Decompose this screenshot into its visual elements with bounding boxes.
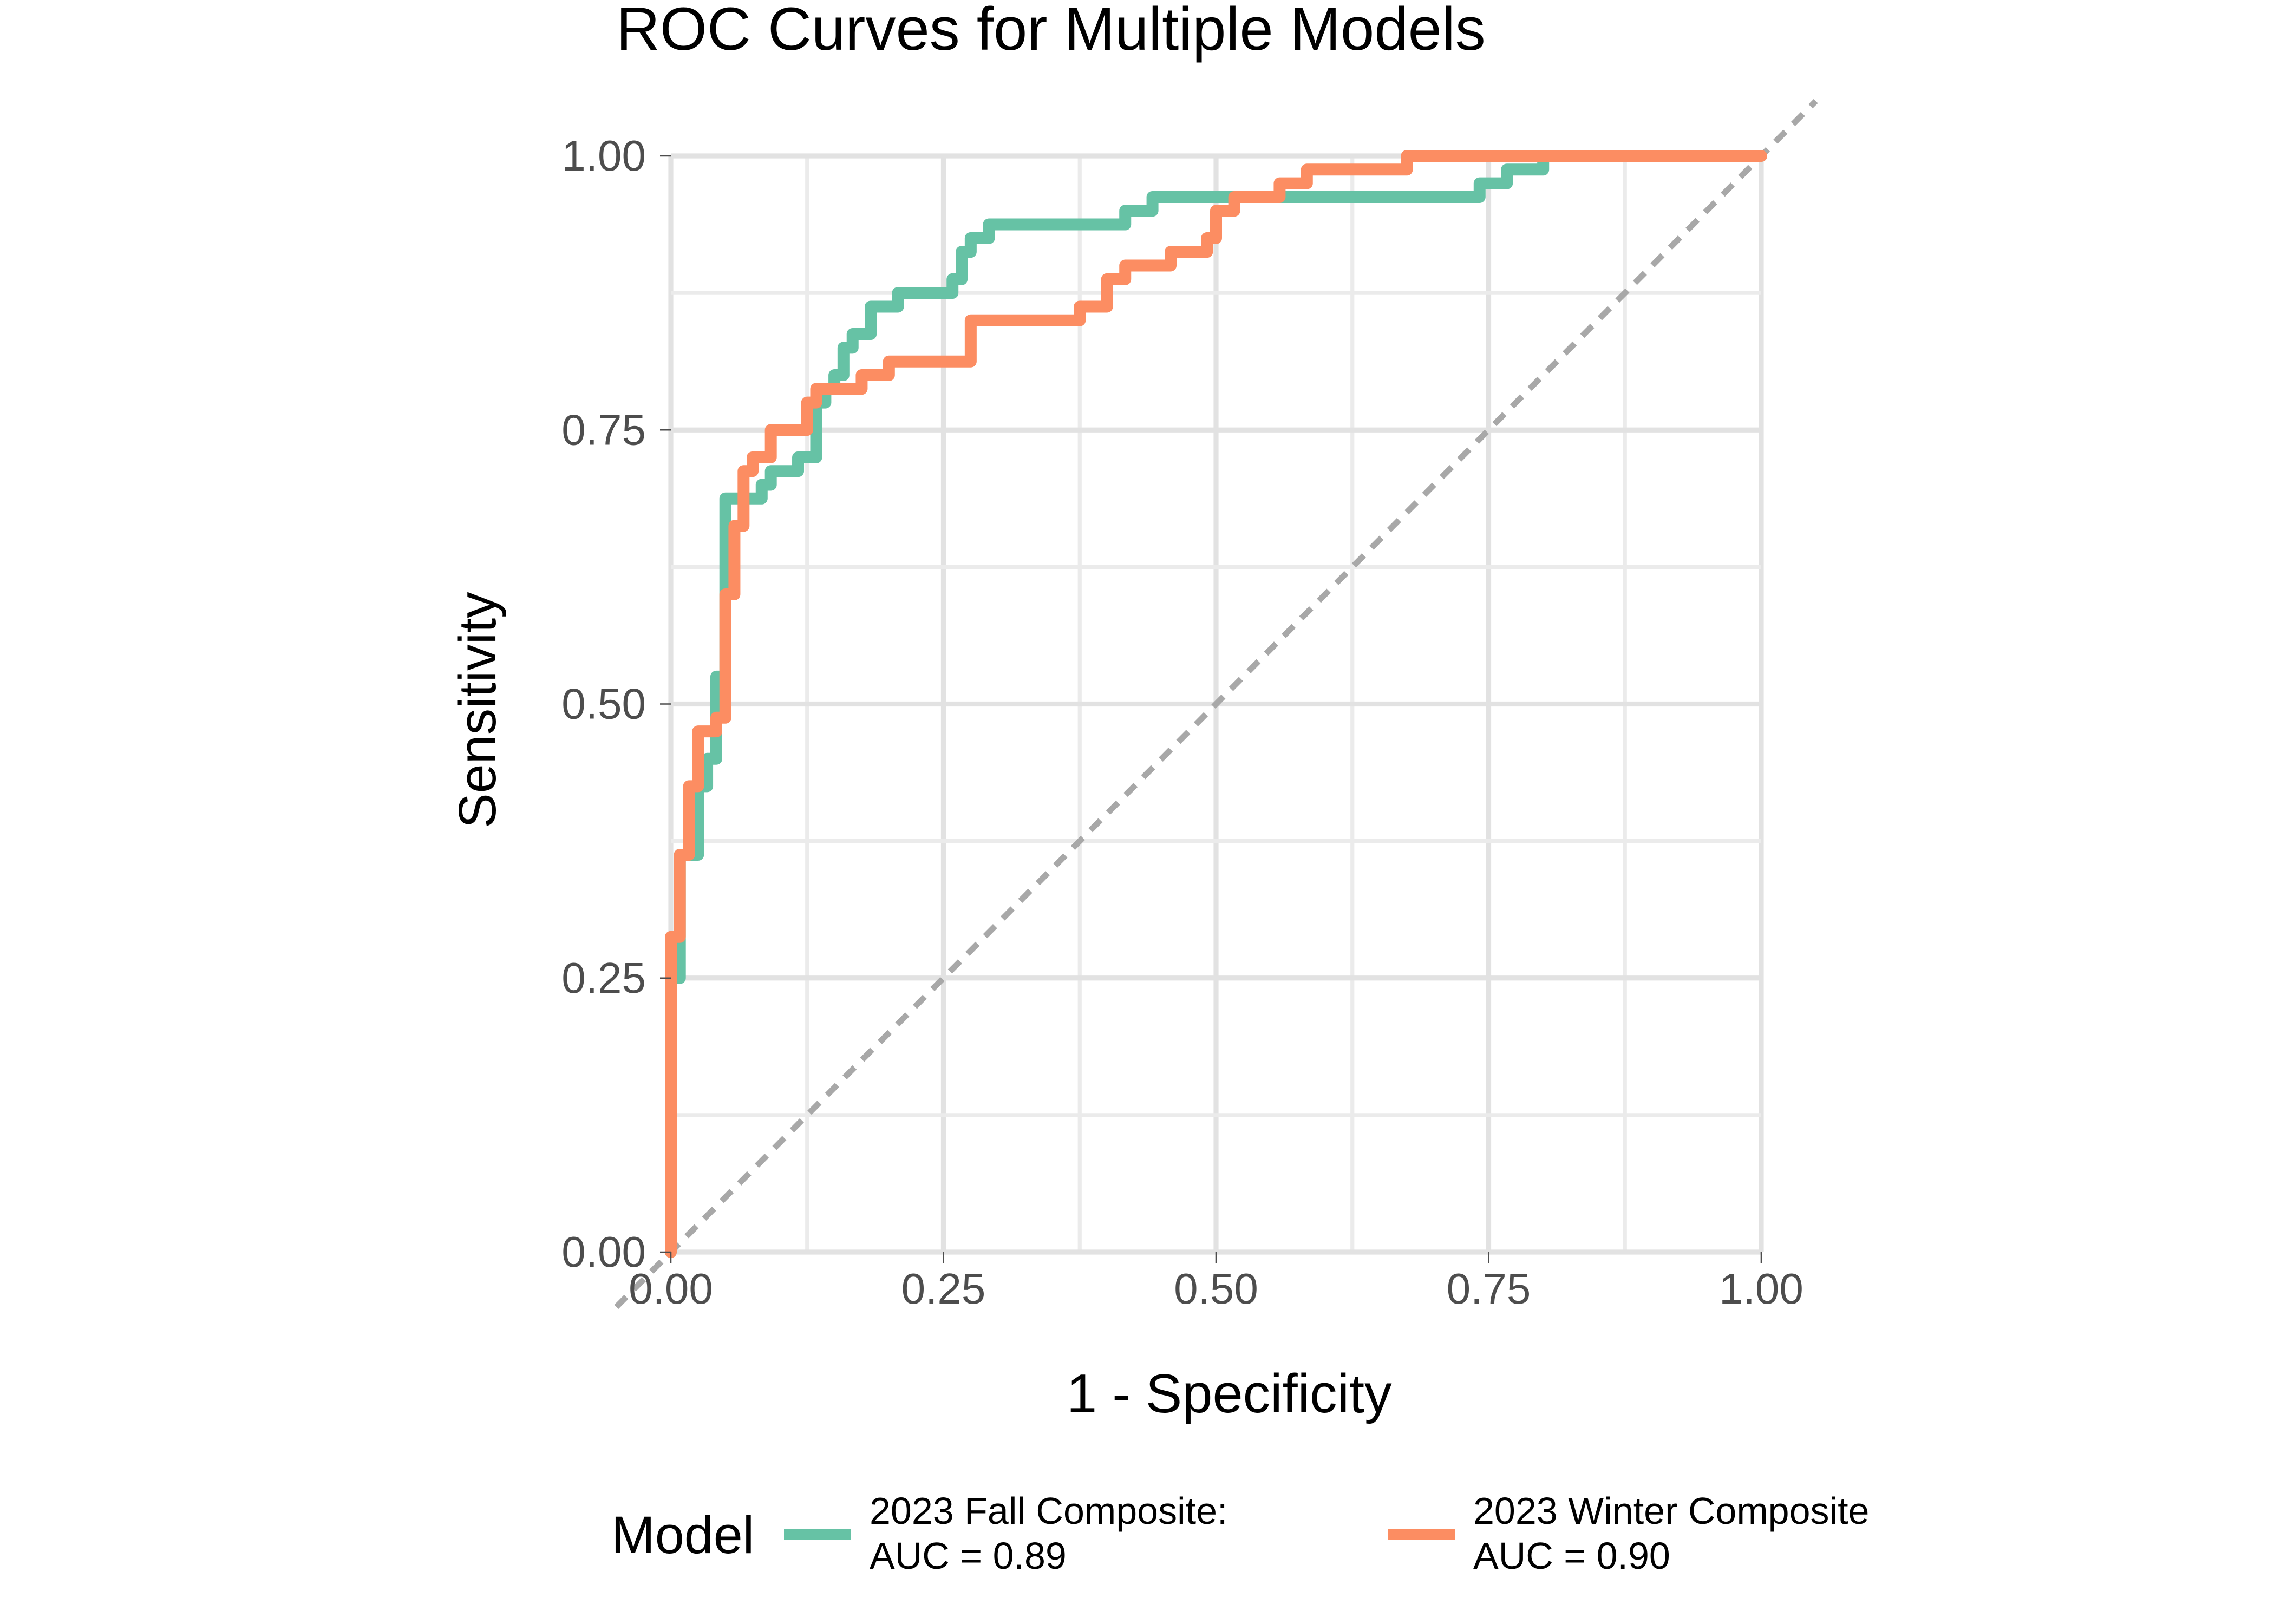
- svg-text:0.75: 0.75: [1447, 1265, 1531, 1313]
- svg-text:1.00: 1.00: [1719, 1265, 1803, 1313]
- svg-text:0.00: 0.00: [629, 1265, 713, 1313]
- svg-text:0.50: 0.50: [561, 680, 646, 728]
- svg-text:0.75: 0.75: [561, 405, 646, 454]
- svg-text:0.25: 0.25: [561, 954, 646, 1002]
- svg-text:0.25: 0.25: [901, 1265, 986, 1313]
- svg-text:1.00: 1.00: [561, 132, 646, 180]
- svg-text:0.50: 0.50: [1174, 1265, 1258, 1313]
